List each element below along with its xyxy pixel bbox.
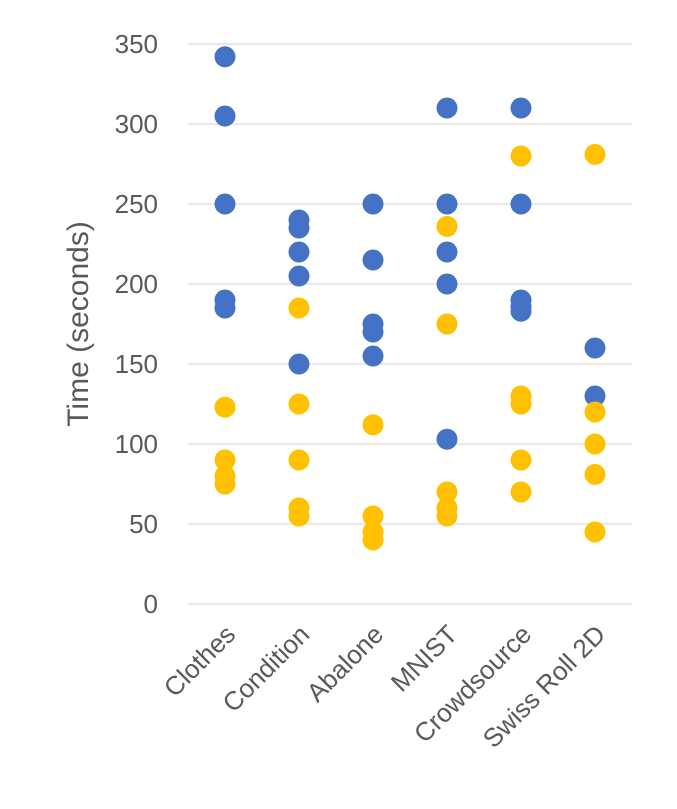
data-point <box>584 143 606 165</box>
data-point <box>510 449 532 471</box>
data-point <box>436 428 458 450</box>
data-point <box>510 97 532 119</box>
gridlines <box>188 43 632 605</box>
data-point <box>436 505 458 527</box>
y-tick-label: 50 <box>129 509 158 539</box>
data-point <box>436 97 458 119</box>
data-point <box>288 505 310 527</box>
data-point <box>362 321 384 343</box>
data-point <box>584 521 606 543</box>
data-point <box>214 396 236 418</box>
data-point <box>362 414 384 436</box>
data-point <box>214 46 236 68</box>
data-point <box>584 433 606 455</box>
data-point <box>584 337 606 359</box>
data-point <box>214 449 236 471</box>
y-tick-label: 200 <box>115 269 158 299</box>
data-points <box>214 46 606 551</box>
data-point <box>214 473 236 495</box>
data-point <box>288 297 310 319</box>
y-axis-title: Time (seconds) <box>62 221 95 427</box>
data-point <box>436 193 458 215</box>
data-point <box>362 193 384 215</box>
data-point <box>288 353 310 375</box>
x-axis-categories: ClothesConditionAbaloneMNISTCrowdsourceS… <box>158 619 612 754</box>
data-point <box>510 145 532 167</box>
data-point <box>510 193 532 215</box>
data-point <box>584 401 606 423</box>
y-tick-label: 250 <box>115 189 158 219</box>
data-point <box>214 105 236 127</box>
data-point <box>436 215 458 237</box>
y-axis-ticks: 0 50 100 150 200 250 300 350 <box>115 29 158 619</box>
series-1 <box>214 143 606 551</box>
data-point <box>436 313 458 335</box>
data-point <box>214 193 236 215</box>
y-tick-label: 350 <box>115 29 158 59</box>
y-tick-label: 300 <box>115 109 158 139</box>
data-point <box>584 463 606 485</box>
data-point <box>436 241 458 263</box>
data-point <box>584 385 606 407</box>
data-point <box>288 217 310 239</box>
y-tick-label: 100 <box>115 429 158 459</box>
data-point <box>214 297 236 319</box>
x-category-label: Abalone <box>301 619 390 708</box>
data-point <box>510 300 532 322</box>
data-point <box>362 529 384 551</box>
data-point <box>362 345 384 367</box>
data-point <box>288 393 310 415</box>
data-point <box>436 273 458 295</box>
data-point <box>436 481 458 503</box>
data-point <box>288 265 310 287</box>
y-tick-label: 0 <box>144 589 158 619</box>
series-0 <box>214 46 606 450</box>
data-point <box>510 393 532 415</box>
data-point <box>510 481 532 503</box>
data-point <box>288 241 310 263</box>
data-point <box>362 505 384 527</box>
y-tick-label: 150 <box>115 349 158 379</box>
data-point <box>288 449 310 471</box>
data-point <box>362 249 384 271</box>
